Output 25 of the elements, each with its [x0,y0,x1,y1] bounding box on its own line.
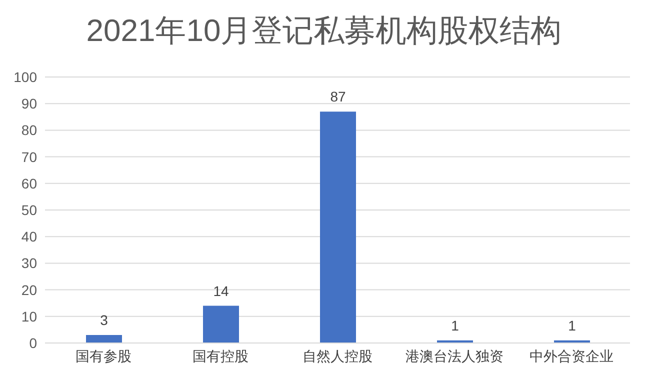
data-label: 87 [330,88,346,105]
y-tick-label: 20 [21,282,38,298]
bar [203,306,239,343]
data-label: 1 [568,317,576,334]
chart-title: 2021年10月登记私募机构股权结构 [85,12,563,50]
y-tick-label: 100 [14,68,38,85]
y-tick-label: 90 [21,96,38,112]
x-tick-label: 国有参股 [76,348,132,364]
bar [320,112,356,343]
y-tick-label: 60 [21,175,38,192]
x-tick-label: 中外合资企业 [530,348,614,364]
y-tick-label: 10 [21,308,38,324]
x-tick-label: 国有控股 [192,348,248,364]
y-tick-label: 80 [21,122,38,138]
y-tick-label: 50 [21,202,38,218]
bar [86,335,122,343]
y-tick-label: 30 [21,255,38,272]
data-label: 3 [100,312,108,328]
y-tick-label: 40 [21,228,38,245]
x-tick-label: 港澳台法人独资 [406,348,504,364]
y-tick-label: 0 [29,334,38,351]
x-tick-label: 自然人控股 [302,348,372,364]
data-label: 1 [451,317,460,334]
data-label: 14 [213,282,229,299]
y-tick-label: 70 [21,148,38,165]
